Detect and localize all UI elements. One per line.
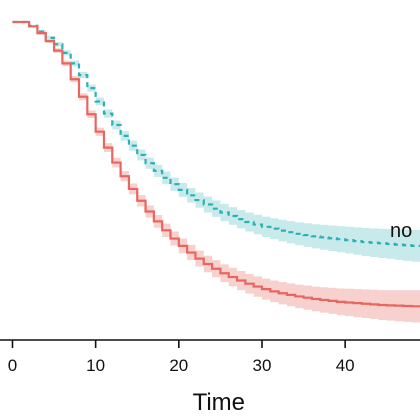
series-labels: no <box>390 220 412 242</box>
x-tick-label-0: 0 <box>8 356 17 375</box>
x-tick-label-10: 10 <box>86 356 105 375</box>
survival-curves <box>12 20 420 308</box>
x-tick-label-20: 20 <box>169 356 188 375</box>
confidence-bands <box>12 22 420 324</box>
x-axis-title: Time <box>193 389 245 416</box>
confidence-band-0 <box>12 22 420 263</box>
x-tick-label-30: 30 <box>253 356 272 375</box>
x-tick-label-40: 40 <box>336 356 355 375</box>
series-label-0: no <box>390 220 412 242</box>
confidence-band-1 <box>12 22 420 324</box>
survival-line-0 <box>12 20 420 247</box>
x-axis: 0 10 20 30 40 <box>0 339 420 375</box>
survival-line-1 <box>12 20 420 308</box>
